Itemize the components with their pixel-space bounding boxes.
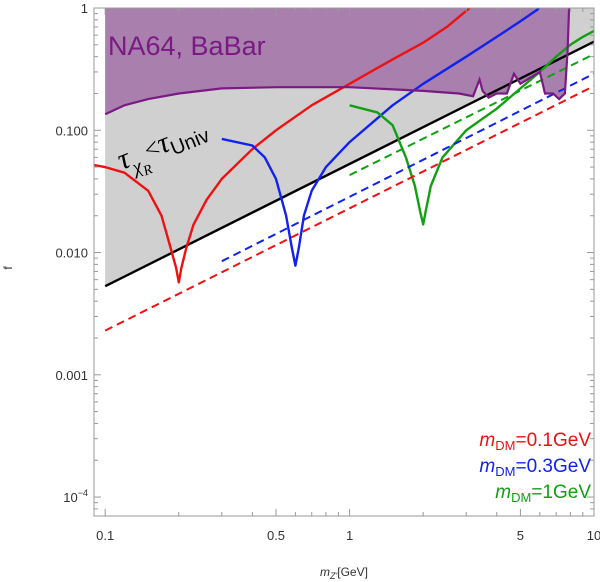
- series-line-2: [221, 8, 541, 267]
- legend-entry-0: mDM=0.1GeV: [479, 430, 591, 453]
- x-tick-label-1: 0.5: [267, 528, 285, 543]
- tick-layer: 0.1 0.5 1 5 10 1 0.100 0.010 0.001 10−4: [55, 1, 600, 543]
- y-tick-label-3: 0.001: [55, 368, 88, 383]
- series-line-1: [94, 8, 471, 284]
- y-tick-label-0: 1: [81, 1, 88, 16]
- x-tick-label-4: 10: [587, 528, 600, 543]
- series-line-6-dashed: [349, 53, 594, 176]
- series-layer: [94, 8, 594, 332]
- legend-entry-2: mDM=1GeV: [495, 482, 591, 505]
- x-tick-label-0: 0.1: [96, 528, 114, 543]
- na64-babar-boundary-line: [104, 8, 571, 116]
- x-tick-label-2: 1: [346, 528, 353, 543]
- legend-entry-1: mDM=0.3GeV: [479, 456, 591, 479]
- y-tick-label-1: 0.100: [55, 123, 88, 138]
- x-tick-label-3: 5: [517, 528, 524, 543]
- na64-babar-label: NA64, BaBar: [108, 31, 266, 61]
- plot-frame: [93, 7, 595, 517]
- y-axis-label: f: [1, 266, 15, 270]
- series-line-4-dashed: [104, 85, 594, 332]
- x-axis-label: mZ'[GeV]: [320, 565, 368, 581]
- series-line-3: [349, 29, 594, 226]
- legend: mDM=0.1GeV mDM=0.3GeV mDM=1GeV: [479, 430, 591, 505]
- y-tick-label-2: 0.010: [55, 246, 88, 261]
- y-tick-label-4: 10−4: [63, 488, 88, 505]
- series-line-5-dashed: [221, 72, 594, 263]
